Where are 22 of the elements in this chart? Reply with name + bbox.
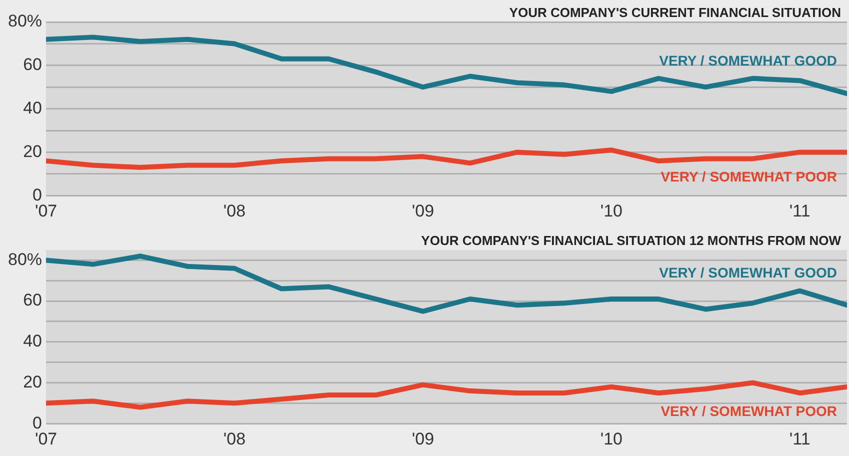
x-tick-label: '08 [223,429,246,448]
x-tick-label: '10 [600,429,622,448]
y-tick-label: 80% [8,250,42,269]
series-label: VERY / SOMEWHAT GOOD [659,52,837,68]
chart-title: YOUR COMPANY'S CURRENT FINANCIAL SITUATION [509,5,841,20]
x-tick-label: '10 [600,201,622,220]
x-tick-label: '09 [412,429,434,448]
series-label: VERY / SOMEWHAT POOR [660,402,837,419]
y-tick-label: 40 [23,98,42,118]
y-tick-label: 20 [23,142,42,161]
x-tick-label: '11 [789,201,810,220]
y-tick-label: 20 [23,372,42,392]
y-tick-label: 60 [23,290,42,310]
series-label: VERY / SOMEWHAT GOOD [659,264,837,281]
y-tick-label: 40 [23,332,42,351]
x-tick-label: '09 [412,201,434,220]
x-tick-label: '08 [223,201,246,220]
series-label: VERY / SOMEWHAT POOR [660,168,837,185]
y-tick-label: 80% [8,12,42,31]
chart-title: YOUR COMPANY'S FINANCIAL SITUATION 12 MONTHS FROM NOW [421,233,842,248]
y-tick-label: 60 [23,55,42,74]
x-tick-label: '11 [789,429,810,448]
